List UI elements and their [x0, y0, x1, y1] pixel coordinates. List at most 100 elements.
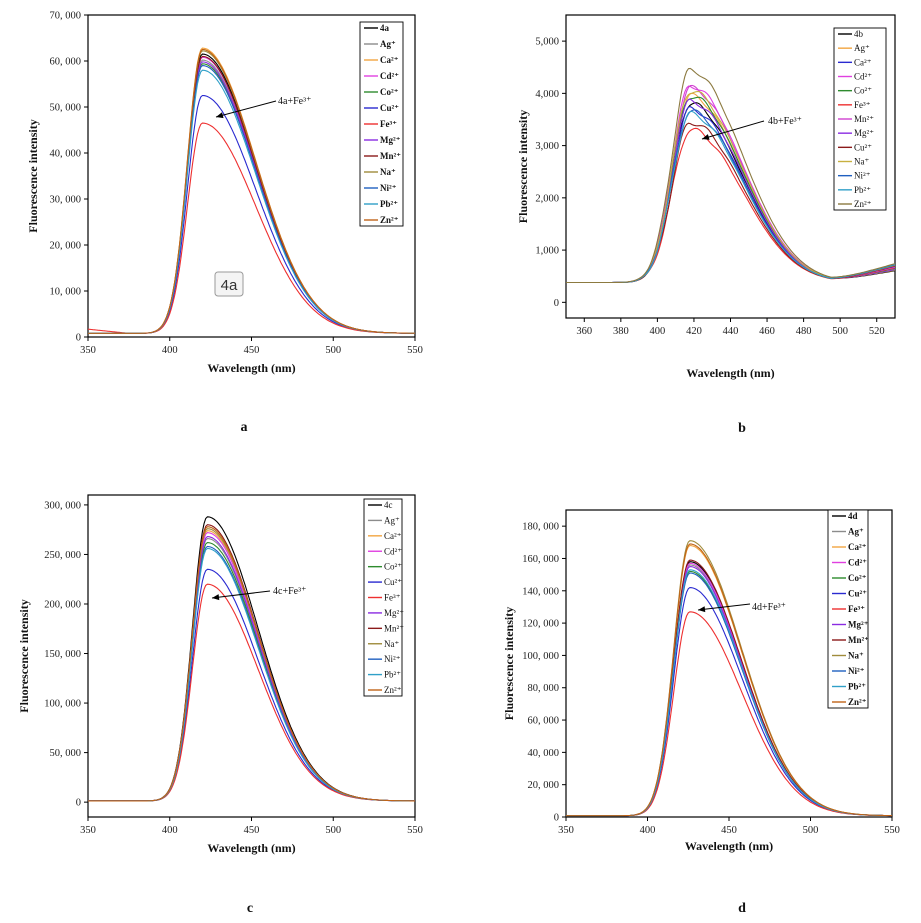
legend-label: Fe³⁺ [848, 604, 865, 614]
legend-box [359, 21, 404, 227]
legend-label: Na⁺ [854, 157, 869, 167]
legend-label: Na⁺ [380, 167, 396, 177]
chart-panel-c: 350 400 450 500 550 0 50, 000 100, 000 150, 000 2… [17, 494, 423, 916]
y-tick-label: 200, 000 [44, 599, 81, 610]
y-axis-title: Fluorescence intensity [26, 119, 40, 232]
annotation: 4a+Fe³⁺ [215, 96, 311, 119]
y-tick-label: 5,000 [535, 37, 559, 48]
legend-label: Mg²⁺ [384, 608, 404, 618]
x-tick-label: 350 [558, 825, 574, 836]
legend-label: Cu²⁺ [854, 142, 872, 152]
legend-label: Co²⁺ [384, 562, 402, 572]
y-tick-label: 20, 000 [50, 241, 82, 252]
annotation-arrow [697, 603, 751, 611]
legend-label: Mn²⁺ [854, 114, 874, 124]
annotation-arrow [701, 120, 765, 140]
y-tick-label: 1,000 [535, 246, 559, 257]
legend: 4a Ag⁺ Ca²⁺ Cd²⁺ Co²⁺ Cu²⁺ Fe³⁺ Mg²⁺ Mn²⁺ Na⁺ Ni²⁺… [359, 21, 404, 227]
legend-label: Ca²⁺ [854, 57, 872, 67]
legend-label: Ni²⁺ [854, 171, 871, 181]
x-axis-title: Wavelength (nm) [207, 361, 295, 375]
series-group [88, 47, 415, 334]
panel-badge: 4a [214, 271, 244, 297]
x-tick-label: 450 [721, 825, 737, 836]
y-tick-label: 250, 000 [44, 550, 81, 561]
y-tick-label: 180, 000 [522, 522, 559, 533]
legend-label: Pb²⁺ [854, 185, 871, 195]
legend: 4d Ag⁺ Ca²⁺ Cd²⁺ Co²⁺ Cu²⁺ Fe³⁺ Mg²⁺ Mn²⁺ Na⁺ Ni²⁺… [827, 509, 869, 709]
x-tick-label: 500 [325, 345, 341, 356]
series-group [88, 516, 415, 802]
legend-label: Mn²⁺ [384, 623, 404, 633]
annotation: 4c+Fe³⁺ [211, 586, 306, 601]
legend-label: 4d [848, 511, 858, 521]
annotation: 4d+Fe³⁺ [697, 602, 786, 613]
legend-label: Pb²⁺ [384, 670, 401, 680]
annotation-arrow [211, 590, 271, 599]
legend-label: Fe³⁺ [380, 119, 397, 129]
panel-letter: d [738, 901, 746, 916]
x-tick-label: 550 [884, 825, 900, 836]
x-tick-label: 400 [162, 345, 178, 356]
legend-label: Ag⁺ [854, 43, 870, 53]
y-tick-label: 30, 000 [50, 195, 82, 206]
legend-label: 4b [854, 29, 864, 39]
y-tick-label: 100, 000 [44, 699, 81, 710]
x-tick-label: 350 [80, 825, 96, 836]
y-tick-label: 300, 000 [44, 500, 81, 511]
legend-label: Fe³⁺ [384, 593, 401, 603]
legend-label: Co²⁺ [854, 86, 872, 96]
legend-box [833, 27, 887, 211]
y-tick-label: 10, 000 [50, 287, 82, 298]
x-tick-label: 440 [723, 326, 739, 337]
x-axis-title: Wavelength (nm) [685, 839, 773, 853]
x-axis-title: Wavelength (nm) [686, 366, 774, 380]
y-tick-label: 140, 000 [522, 586, 559, 597]
y-tick-label: 60, 000 [50, 57, 82, 68]
panel-letter: a [241, 420, 248, 435]
legend-label: Cu²⁺ [848, 589, 867, 599]
x-tick-label: 480 [796, 326, 812, 337]
legend-label: Ni²⁺ [848, 666, 865, 676]
legend: 4c Ag⁺ Ca²⁺ Cd²⁺ Co²⁺ Cu²⁺ Fe³⁺ Mg²⁺ Mn²⁺ Na⁺ Ni²⁺… [363, 498, 404, 697]
annotation-label: 4a+Fe³⁺ [278, 96, 311, 107]
legend-label: Ni²⁺ [380, 183, 397, 193]
series-line-Zn²⁺ [88, 48, 415, 334]
x-tick-label: 450 [244, 825, 260, 836]
y-axis-title: Fluorescence intensity [516, 110, 530, 223]
y-axis-title: Fluorescence intensity [17, 599, 31, 712]
x-tick-label: 400 [650, 326, 666, 337]
annotation-label: 4d+Fe³⁺ [752, 602, 786, 613]
panel-badge-box [214, 271, 244, 297]
y-tick-label: 0 [76, 798, 81, 809]
x-tick-label: 360 [576, 326, 592, 337]
legend-label: Na⁺ [848, 651, 864, 661]
y-tick-label: 150, 000 [44, 649, 81, 660]
legend-label: Ca²⁺ [384, 531, 402, 541]
legend-label: Cu²⁺ [384, 577, 402, 587]
x-tick-label: 500 [803, 825, 819, 836]
x-tick-label: 460 [759, 326, 775, 337]
series-line-Zn²⁺ [566, 543, 892, 817]
x-axis-title: Wavelength (nm) [207, 841, 295, 855]
y-tick-label: 0 [554, 298, 559, 309]
annotation-label: 4b+Fe³⁺ [768, 116, 802, 127]
series-line-Zn²⁺ [566, 67, 895, 284]
x-tick-label: 420 [686, 326, 702, 337]
y-tick-label: 3,000 [535, 141, 559, 152]
legend-label: Zn²⁺ [854, 199, 872, 209]
x-tick-label: 500 [832, 326, 848, 337]
y-tick-label: 40, 000 [528, 748, 560, 759]
x-tick-label: 400 [162, 825, 178, 836]
y-axis-title: Fluorescence intensity [502, 607, 516, 720]
legend-label: Co²⁺ [380, 87, 399, 97]
legend-label: Ag⁺ [380, 39, 396, 49]
annotation-label: 4c+Fe³⁺ [273, 586, 306, 597]
annotation-arrowhead [216, 112, 224, 119]
y-tick-label: 4,000 [535, 89, 559, 100]
legend-label: 4a [380, 23, 390, 33]
legend-label: Pb²⁺ [848, 682, 866, 692]
legend-label: Cd²⁺ [384, 546, 402, 556]
y-tick-label: 40, 000 [50, 149, 82, 160]
